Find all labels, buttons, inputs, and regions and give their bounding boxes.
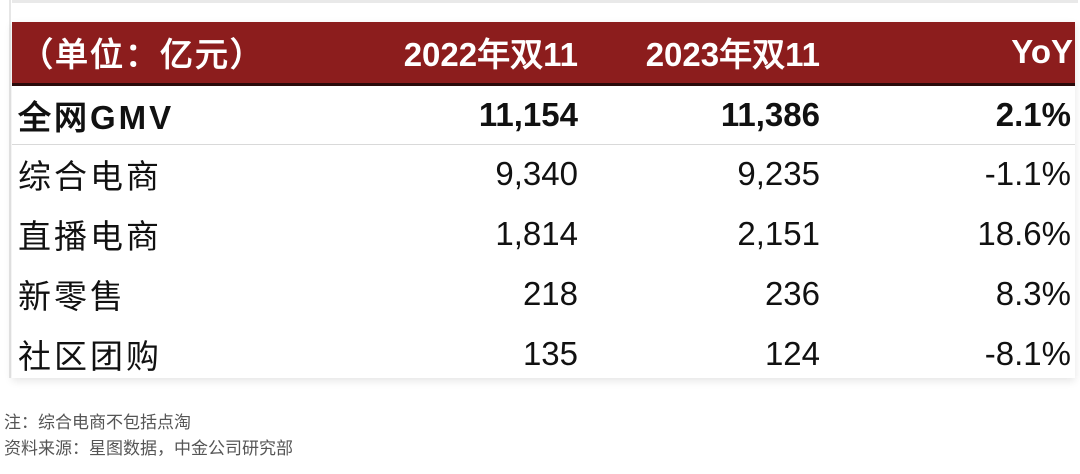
row-2023-value: 2,151 [737,215,820,252]
row-name: 社区团购 [18,338,162,375]
footnote-source: 资料来源：星图数据，中金公司研究部 [4,439,293,458]
row-yoy-value: 2.1% [824,84,1075,145]
row-yoy-value: 18.6% [977,215,1071,252]
row-name: 直播电商 [18,218,162,255]
top-divider [12,0,1078,3]
table-row: 社区团购 135 124 -8.1% [12,324,1075,384]
gmv-table-card: （单位：亿元） 2022年双11 2023年双11 YoY 全网GMV 11,1… [12,22,1075,378]
row-2023-value: 124 [764,335,820,372]
header-yoy: YoY [1011,33,1073,71]
row-2023-value: 236 [764,275,820,312]
header-2023: 2023年双11 [645,36,820,74]
table-row: 新零售 218 236 8.3% [12,264,1075,324]
row-2022-value: 218 [522,275,578,312]
table-row: 直播电商 1,814 2,151 18.6% [12,204,1075,264]
table-row: 全网GMV 11,154 11,386 2.1% [12,84,1075,145]
table-row: 综合电商 9,340 9,235 -1.1% [12,144,1075,204]
gmv-table: （单位：亿元） 2022年双11 2023年双11 YoY 全网GMV 11,1… [12,22,1075,384]
header-2022: 2022年双11 [403,36,578,74]
row-name: 综合电商 [18,158,162,196]
row-2022-value: 1,814 [495,215,578,252]
left-divider [9,0,11,378]
row-2022-value: 11,154 [362,84,582,145]
row-2023-value: 9,235 [737,155,820,193]
footnotes: 注：综合电商不包括点淘 资料来源：星图数据，中金公司研究部 [4,410,293,462]
row-yoy-value: -8.1% [984,335,1071,372]
table-header-row: （单位：亿元） 2022年双11 2023年双11 YoY [12,22,1075,84]
row-2023-value: 11,386 [582,84,824,145]
row-yoy-value: -1.1% [984,155,1071,193]
row-yoy-value: 8.3% [995,275,1071,312]
row-name: 新零售 [18,278,126,315]
row-2022-value: 9,340 [495,155,578,193]
row-2022-value: 135 [522,335,578,372]
footnote-note: 注：综合电商不包括点淘 [4,413,191,432]
row-name: 全网GMV [12,84,362,145]
header-unit: （单位：亿元） [20,36,265,74]
